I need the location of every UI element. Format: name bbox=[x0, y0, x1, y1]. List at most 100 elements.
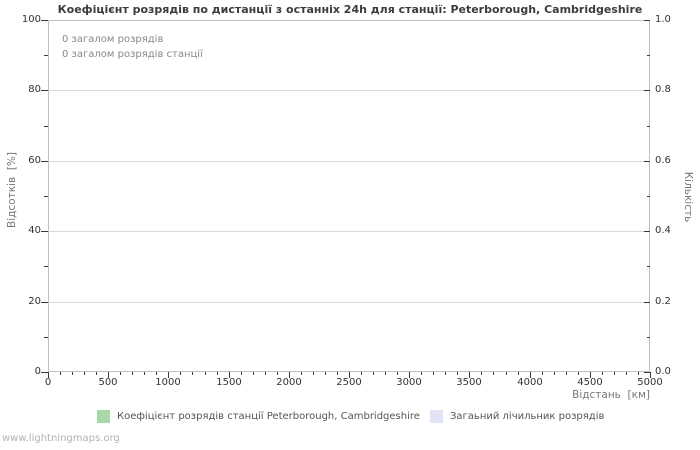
x-minor-tick bbox=[638, 372, 639, 375]
y-left-minor-tick bbox=[44, 337, 48, 338]
y-left-major-tick bbox=[41, 90, 48, 91]
x-minor-tick bbox=[506, 372, 507, 375]
x-major-tick bbox=[530, 372, 531, 378]
legend-label-station-ratio: Коефіцієнт розрядів станції Peterborough… bbox=[117, 411, 420, 422]
x-tick-label: 0 bbox=[44, 377, 52, 388]
y-left-tick-label: 0 bbox=[34, 366, 41, 377]
y-right-minor-tick bbox=[647, 337, 650, 338]
y-left-tick-label: 100 bbox=[21, 14, 41, 25]
x-minor-tick bbox=[72, 372, 73, 375]
x-major-tick bbox=[289, 372, 290, 378]
x-minor-tick bbox=[120, 372, 121, 375]
x-minor-tick bbox=[96, 372, 97, 375]
x-minor-tick bbox=[313, 372, 314, 375]
x-axis-label: Відстань [км] bbox=[572, 389, 650, 401]
x-minor-tick bbox=[253, 372, 254, 375]
y-right-tick-label: 0.4 bbox=[655, 225, 671, 236]
x-minor-tick bbox=[277, 372, 278, 375]
x-tick-label: 4500 bbox=[577, 377, 603, 388]
y-left-minor-tick bbox=[44, 126, 48, 127]
x-minor-tick bbox=[301, 372, 302, 375]
x-minor-tick bbox=[217, 372, 218, 375]
x-tick-label: 500 bbox=[98, 377, 118, 388]
y-right-minor-tick bbox=[647, 196, 650, 197]
y-left-tick-label: 60 bbox=[28, 155, 41, 166]
x-major-tick bbox=[469, 372, 470, 378]
x-minor-tick bbox=[337, 372, 338, 375]
y-right-major-tick bbox=[644, 90, 650, 91]
x-minor-tick bbox=[132, 372, 133, 375]
plot-annotations: 0 загалом розрядів 0 загалом розрядів ст… bbox=[62, 32, 203, 62]
x-minor-tick bbox=[385, 372, 386, 375]
x-minor-tick bbox=[325, 372, 326, 375]
y-left-major-tick bbox=[41, 161, 48, 162]
y-right-major-tick bbox=[644, 161, 650, 162]
annotation-station-discharges: 0 загалом розрядів станції bbox=[62, 49, 203, 60]
x-major-tick bbox=[48, 372, 49, 378]
x-major-tick bbox=[590, 372, 591, 378]
y-right-minor-tick bbox=[647, 126, 650, 127]
x-minor-tick bbox=[445, 372, 446, 375]
x-minor-tick bbox=[60, 372, 61, 375]
y-right-major-tick bbox=[644, 302, 650, 303]
x-tick-label: 3000 bbox=[396, 377, 422, 388]
x-minor-tick bbox=[493, 372, 494, 375]
h-gridline bbox=[49, 231, 649, 232]
x-tick-label: 4000 bbox=[517, 377, 543, 388]
x-minor-tick bbox=[457, 372, 458, 375]
y-right-major-tick bbox=[644, 372, 650, 373]
h-gridline bbox=[49, 302, 649, 303]
x-minor-tick bbox=[602, 372, 603, 375]
x-minor-tick bbox=[421, 372, 422, 375]
x-minor-tick bbox=[433, 372, 434, 375]
x-minor-tick bbox=[361, 372, 362, 375]
y-left-minor-tick bbox=[44, 266, 48, 267]
x-major-tick bbox=[650, 372, 651, 378]
y-left-minor-tick bbox=[44, 55, 48, 56]
x-minor-tick bbox=[373, 372, 374, 375]
x-major-tick bbox=[349, 372, 350, 378]
y-right-major-tick bbox=[644, 231, 650, 232]
x-minor-tick bbox=[578, 372, 579, 375]
y-left-tick-label: 20 bbox=[28, 296, 41, 307]
x-minor-tick bbox=[192, 372, 193, 375]
x-major-tick bbox=[108, 372, 109, 378]
y-left-major-tick bbox=[41, 20, 48, 21]
x-minor-tick bbox=[84, 372, 85, 375]
y-right-minor-tick bbox=[647, 266, 650, 267]
y-right-tick-label: 0.2 bbox=[655, 296, 671, 307]
h-gridline bbox=[49, 90, 649, 91]
y-axis-label-right: Кількість bbox=[682, 171, 694, 223]
y-left-tick-label: 80 bbox=[28, 84, 41, 95]
x-minor-tick bbox=[626, 372, 627, 375]
x-minor-tick bbox=[397, 372, 398, 375]
y-left-major-tick bbox=[41, 372, 48, 373]
y-left-major-tick bbox=[41, 231, 48, 232]
y-left-major-tick bbox=[41, 302, 48, 303]
y-right-tick-label: 1.0 bbox=[655, 14, 671, 25]
x-minor-tick bbox=[518, 372, 519, 375]
legend-swatch-total-counter bbox=[430, 410, 443, 423]
x-major-tick bbox=[229, 372, 230, 378]
chart-title: Коефіцієнт розрядів по дистанції з остан… bbox=[57, 3, 643, 16]
legend-label-total-counter: Загаьний лічильник розрядів bbox=[450, 411, 605, 422]
legend-swatch-station-ratio bbox=[97, 410, 110, 423]
x-major-tick bbox=[168, 372, 169, 378]
x-minor-tick bbox=[614, 372, 615, 375]
h-gridline bbox=[49, 161, 649, 162]
x-minor-tick bbox=[241, 372, 242, 375]
x-major-tick bbox=[409, 372, 410, 378]
x-minor-tick bbox=[566, 372, 567, 375]
y-right-tick-label: 0.0 bbox=[655, 366, 671, 377]
y-left-tick-label: 40 bbox=[28, 225, 41, 236]
y-right-tick-label: 0.6 bbox=[655, 155, 671, 166]
x-tick-label: 3500 bbox=[456, 377, 482, 388]
x-minor-tick bbox=[542, 372, 543, 375]
x-minor-tick bbox=[156, 372, 157, 375]
x-tick-label: 2000 bbox=[276, 377, 302, 388]
x-minor-tick bbox=[481, 372, 482, 375]
x-minor-tick bbox=[265, 372, 266, 375]
y-right-major-tick bbox=[644, 20, 650, 21]
x-tick-label: 5000 bbox=[637, 377, 663, 388]
